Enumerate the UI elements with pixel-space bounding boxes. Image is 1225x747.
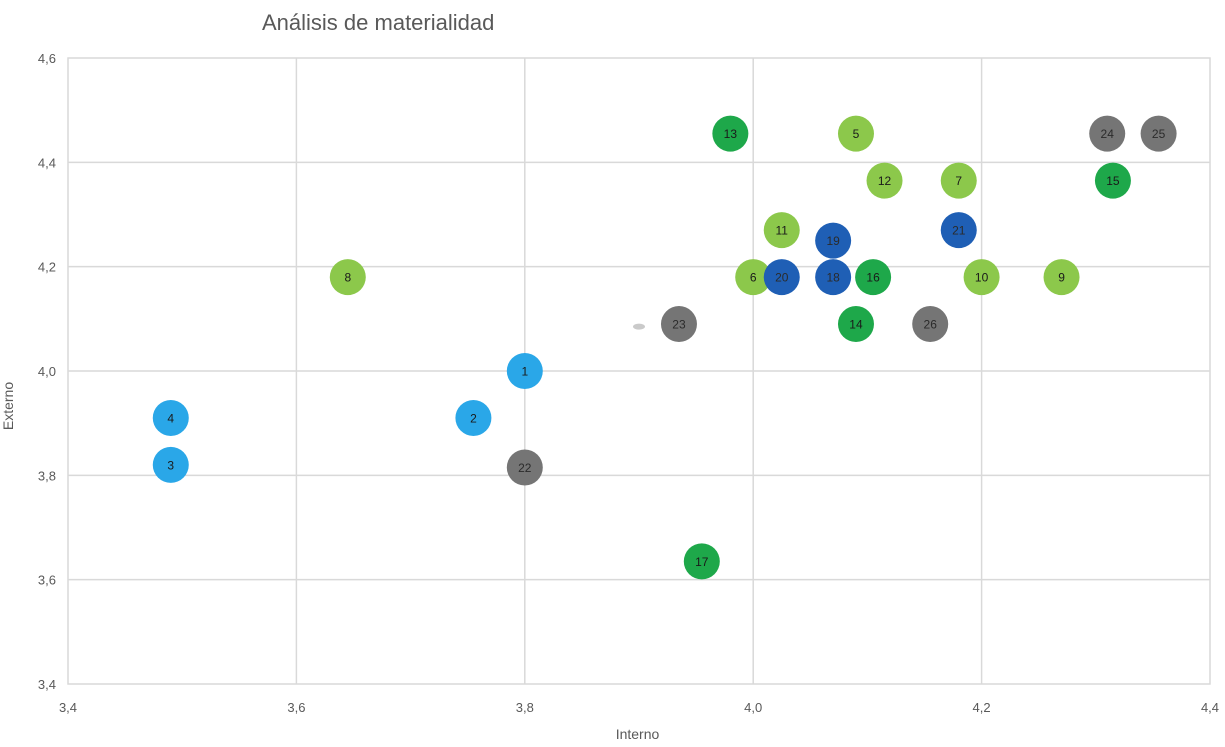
data-point — [815, 222, 852, 259]
data-point — [855, 259, 892, 296]
data-point-label: 10 — [975, 271, 989, 285]
data-point-label: 5 — [853, 127, 860, 141]
x-axis-label: Interno — [615, 726, 660, 742]
data-point-label: 13 — [724, 127, 738, 141]
data-point-label: 26 — [924, 318, 938, 332]
data-point-label: 7 — [955, 174, 962, 188]
data-point — [763, 259, 800, 296]
x-tick-label: 4,4 — [1201, 700, 1219, 715]
y-tick-label: 3,4 — [38, 677, 56, 692]
data-point — [660, 306, 697, 343]
data-point — [866, 162, 903, 199]
y-tick-label: 4,6 — [38, 51, 56, 66]
x-tick-label: 3,8 — [516, 700, 534, 715]
x-tick-label: 3,6 — [287, 700, 305, 715]
data-point — [152, 399, 189, 436]
data-point-label: 1 — [521, 365, 528, 379]
data-point — [837, 306, 874, 343]
data-point — [735, 259, 772, 296]
data-point-label: 19 — [826, 234, 840, 248]
data-point-label: 22 — [518, 461, 532, 475]
data-point-label: 9 — [1058, 271, 1065, 285]
data-point-label: 6 — [750, 271, 757, 285]
data-point-label: 12 — [878, 174, 892, 188]
data-point-label: 8 — [344, 271, 351, 285]
data-point — [1089, 115, 1126, 152]
data-point — [1140, 115, 1177, 152]
chart-title: Análisis de materialidad — [262, 10, 495, 35]
data-point-label: 25 — [1152, 127, 1166, 141]
data-point — [837, 115, 874, 152]
y-axis-label: Externo — [0, 381, 16, 431]
marker-artifact — [633, 323, 645, 330]
y-tick-label: 4,4 — [38, 155, 56, 170]
data-point — [1043, 259, 1080, 296]
data-point-label: 4 — [167, 411, 174, 425]
data-point — [763, 212, 800, 249]
data-point — [506, 353, 543, 389]
data-point-label: 23 — [672, 318, 686, 332]
data-point-label: 15 — [1106, 174, 1120, 188]
data-point — [940, 162, 977, 199]
data-point-label: 21 — [952, 224, 966, 238]
data-point — [152, 446, 189, 483]
data-point — [712, 115, 749, 152]
data-point-label: 11 — [776, 224, 789, 238]
data-point — [815, 259, 852, 296]
y-tick-label: 3,6 — [38, 573, 56, 588]
data-point-label: 3 — [167, 458, 174, 472]
data-point — [506, 449, 543, 486]
x-tick-label: 3,4 — [59, 700, 77, 715]
data-point — [940, 212, 977, 249]
x-tick-label: 4,0 — [744, 700, 762, 715]
data-point — [683, 543, 720, 580]
data-point-label: 18 — [826, 271, 840, 285]
data-point-label: 16 — [866, 271, 880, 285]
data-point-label: 17 — [695, 555, 709, 569]
data-point-label: 24 — [1101, 127, 1115, 141]
data-point — [1094, 162, 1131, 199]
data-point — [329, 259, 366, 296]
data-point — [912, 306, 949, 343]
data-point-label: 14 — [849, 318, 863, 332]
y-tick-label: 4,2 — [38, 260, 56, 275]
data-point-label: 20 — [775, 271, 789, 285]
y-tick-label: 3,8 — [38, 468, 56, 483]
y-tick-label: 4,0 — [38, 364, 56, 379]
data-point — [963, 259, 1000, 296]
data-point-label: 2 — [470, 411, 477, 425]
x-tick-label: 4,2 — [973, 700, 991, 715]
data-point — [455, 399, 492, 436]
